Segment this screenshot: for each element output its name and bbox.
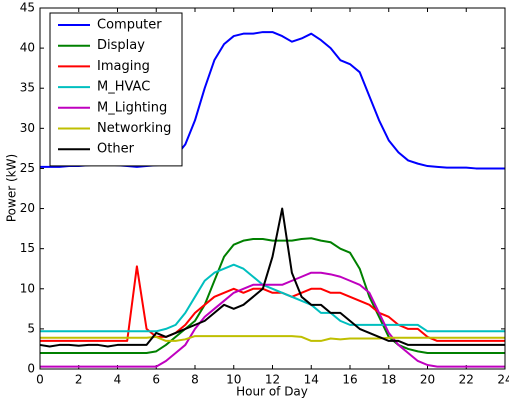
y-tick-label: 15	[20, 241, 35, 255]
x-tick-label: 20	[420, 373, 435, 387]
x-axis-label: Hour of Day	[236, 385, 308, 399]
legend-label: Other	[97, 142, 135, 157]
x-tick-label: 4	[114, 373, 122, 387]
y-tick-label: 0	[27, 362, 35, 376]
legend-label: Display	[97, 38, 145, 53]
x-tick-label: 10	[226, 373, 241, 387]
y-tick-label: 10	[20, 281, 35, 295]
x-tick-label: 18	[381, 373, 396, 387]
series-line	[39, 207, 505, 348]
legend-label: Networking	[97, 121, 171, 136]
y-tick-label: 35	[20, 81, 35, 95]
x-tick-label: 22	[459, 373, 474, 387]
y-tick-label: 25	[20, 161, 35, 175]
series-line	[40, 265, 505, 342]
x-tick-label: 24	[497, 373, 509, 387]
y-tick-label: 40	[20, 41, 35, 55]
legend-label: M_HVAC	[97, 80, 150, 95]
series-line	[40, 237, 505, 354]
plot-frame	[39, 7, 506, 370]
legend-label: Imaging	[97, 59, 150, 74]
x-tick-label: 8	[191, 373, 199, 387]
x-tick-label: 12	[265, 373, 280, 387]
legend-label: Computer	[97, 18, 162, 33]
series-line	[40, 263, 505, 333]
x-tick-label: 0	[36, 373, 44, 387]
y-tick-label: 30	[20, 121, 35, 135]
y-tick-label: 5	[27, 321, 35, 335]
y-axis-label: Power (kW)	[5, 154, 19, 222]
x-tick-label: 6	[152, 373, 160, 387]
y-tick-label: 45	[20, 1, 35, 15]
legend-frame	[49, 12, 183, 167]
x-tick-label: 16	[342, 373, 357, 387]
y-tick-label: 20	[20, 201, 35, 215]
x-tick-label: 2	[75, 373, 83, 387]
series-line	[40, 271, 505, 368]
legend-label: M_Lighting	[97, 100, 167, 115]
x-tick-label: 14	[304, 373, 319, 387]
series-line	[40, 335, 505, 342]
